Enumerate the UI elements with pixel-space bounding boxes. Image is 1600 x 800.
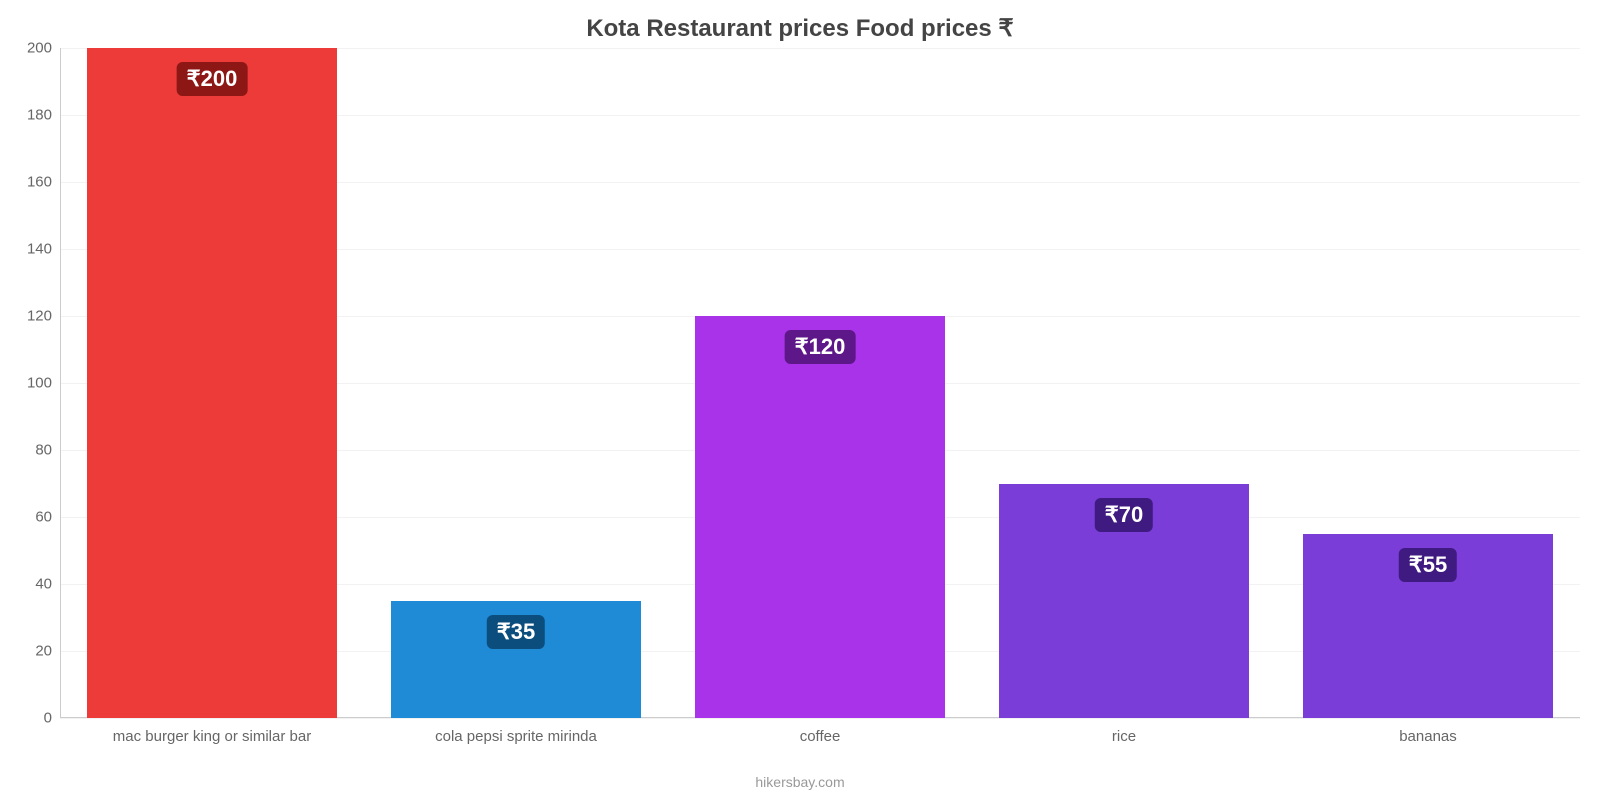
chart-title: Kota Restaurant prices Food prices ₹ <box>0 0 1600 43</box>
bar-value-label: ₹70 <box>1095 498 1153 532</box>
price-bar: ₹120 <box>695 316 944 718</box>
bar-value-label: ₹120 <box>785 330 856 364</box>
y-tick-label: 140 <box>27 241 60 258</box>
chart-credit: hikersbay.com <box>755 774 844 790</box>
y-tick-label: 160 <box>27 174 60 191</box>
y-tick-label: 120 <box>27 308 60 325</box>
bar-value-label: ₹55 <box>1399 548 1457 582</box>
x-tick-label: coffee <box>800 718 841 745</box>
y-axis-line <box>60 48 61 718</box>
bar-value-label: ₹35 <box>487 615 545 649</box>
x-tick-label: mac burger king or similar bar <box>113 718 311 745</box>
bar-value-label: ₹200 <box>177 62 248 96</box>
price-bar: ₹70 <box>999 484 1248 719</box>
y-tick-label: 200 <box>27 40 60 57</box>
x-tick-label: bananas <box>1399 718 1457 745</box>
plot-area: 020406080100120140160180200₹200mac burge… <box>60 48 1580 718</box>
price-bar: ₹55 <box>1303 534 1552 718</box>
y-tick-label: 40 <box>35 576 60 593</box>
y-tick-label: 100 <box>27 375 60 392</box>
y-tick-label: 60 <box>35 509 60 526</box>
price-bar: ₹200 <box>87 48 336 718</box>
y-tick-label: 180 <box>27 107 60 124</box>
y-tick-label: 20 <box>35 643 60 660</box>
x-tick-label: rice <box>1112 718 1136 745</box>
x-tick-label: cola pepsi sprite mirinda <box>435 718 597 745</box>
y-tick-label: 0 <box>44 710 60 727</box>
price-bar: ₹35 <box>391 601 640 718</box>
price-bar-chart: Kota Restaurant prices Food prices ₹ 020… <box>0 0 1600 800</box>
y-tick-label: 80 <box>35 442 60 459</box>
